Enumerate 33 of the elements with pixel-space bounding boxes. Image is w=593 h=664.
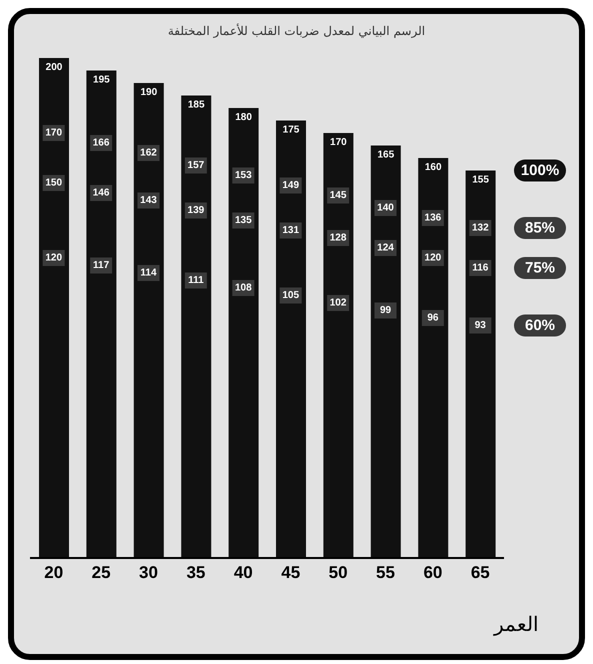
data-label: 160 xyxy=(424,162,442,174)
data-label: 200 xyxy=(46,62,63,74)
x-tick-label: 20 xyxy=(44,563,64,582)
data-label: 155 xyxy=(472,174,490,186)
data-label: 180 xyxy=(235,112,252,124)
chart-title: الرسم البياني لمعدل ضربات القلب للأعمار المختلفة xyxy=(166,24,426,38)
x-tick-label: 55 xyxy=(376,563,395,582)
data-label: 185 xyxy=(188,100,205,111)
data-label: 195 xyxy=(93,74,110,86)
x-tick-label: 25 xyxy=(92,563,111,582)
x-tick-label: 65 xyxy=(470,563,490,582)
x-tick-label: 30 xyxy=(139,563,158,582)
data-label: 162 xyxy=(140,148,158,158)
text: 75% xyxy=(524,260,556,276)
text: 85% xyxy=(524,220,556,236)
data-label: 99 xyxy=(380,305,392,316)
data-label: 140 xyxy=(377,202,394,214)
data-label: 165 xyxy=(377,150,395,161)
data-label: 175 xyxy=(282,124,300,136)
x-tick-label: 45 xyxy=(281,563,300,582)
data-label: 143 xyxy=(140,195,158,206)
text: 60% xyxy=(524,317,556,334)
data-label: 124 xyxy=(377,242,394,254)
x-tick-label: 40 xyxy=(234,563,253,582)
series-label: 100% xyxy=(520,162,560,179)
x-tick-label: 50 xyxy=(328,563,348,582)
data-label: 190 xyxy=(140,87,158,98)
x-tick-label: 35 xyxy=(186,563,206,582)
x-tick-label: 60 xyxy=(423,563,442,582)
x-axis-title: العمر xyxy=(494,612,539,636)
data-label: 170 xyxy=(330,137,348,148)
bar xyxy=(323,133,354,558)
data-label: 114 xyxy=(140,268,157,278)
